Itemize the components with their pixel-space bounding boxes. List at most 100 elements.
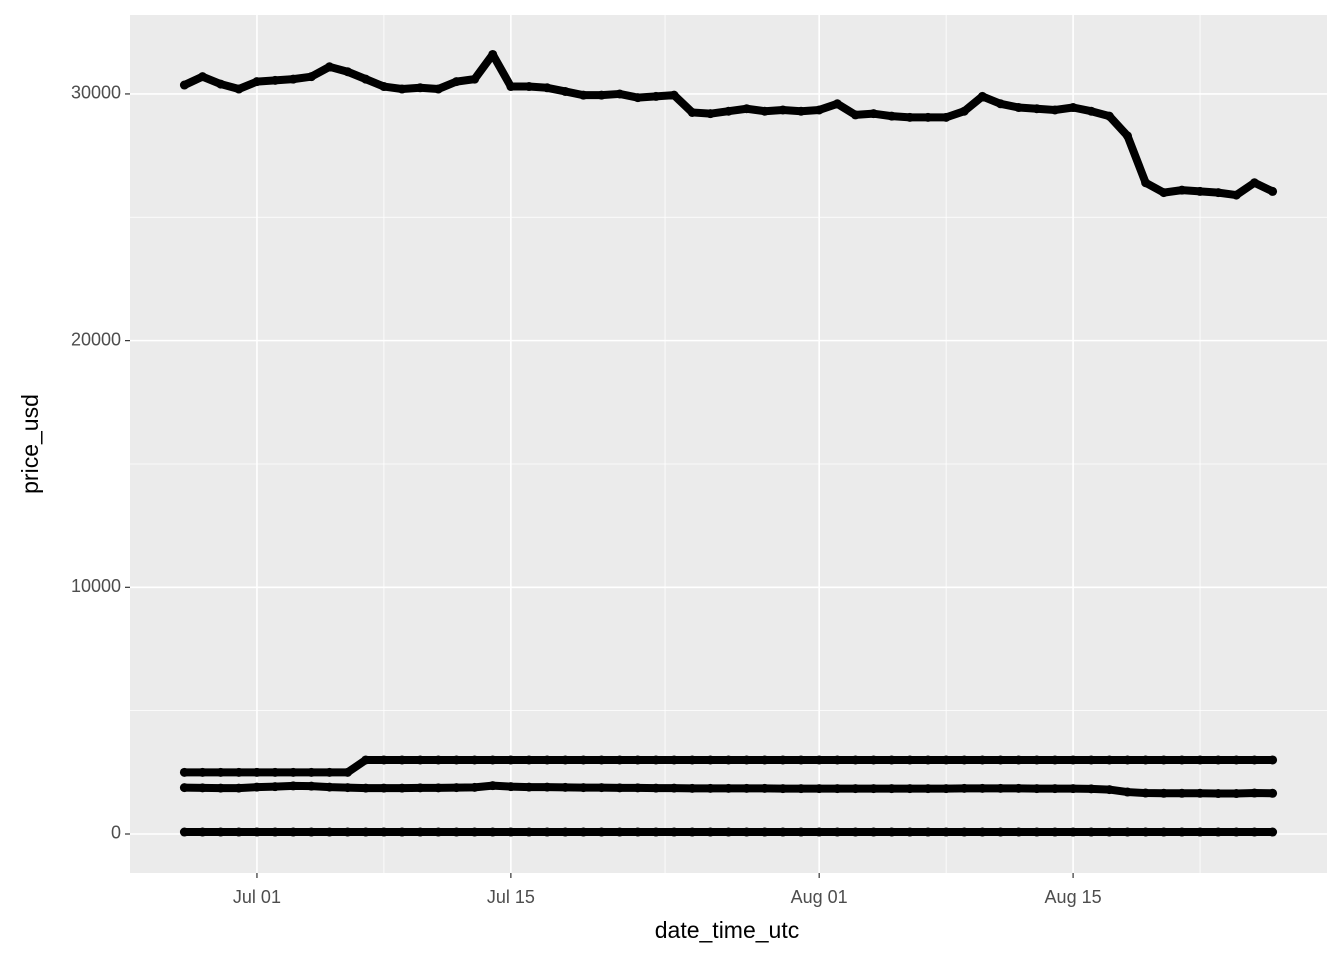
point	[1177, 788, 1187, 798]
point	[1159, 188, 1169, 198]
point	[1268, 186, 1278, 196]
point	[488, 49, 498, 59]
point	[1231, 755, 1241, 765]
point	[343, 827, 353, 837]
point	[379, 755, 389, 765]
point	[633, 783, 643, 793]
point	[1231, 190, 1241, 200]
point	[270, 75, 280, 85]
point	[742, 827, 752, 837]
point	[234, 783, 244, 793]
point	[941, 755, 951, 765]
point	[433, 783, 443, 793]
point	[1104, 111, 1114, 121]
point	[451, 783, 461, 793]
point	[361, 827, 371, 837]
point	[724, 755, 733, 765]
y-tick-label: 0	[111, 823, 121, 843]
point	[669, 783, 679, 793]
point	[288, 781, 298, 791]
point	[488, 827, 498, 837]
point	[597, 755, 607, 765]
point	[651, 783, 661, 793]
point	[1050, 755, 1060, 765]
point	[397, 84, 407, 94]
point	[633, 93, 643, 103]
point	[887, 111, 897, 121]
point	[1177, 755, 1187, 765]
point	[1159, 755, 1169, 765]
point	[361, 755, 371, 765]
point	[542, 827, 552, 837]
point	[288, 767, 298, 777]
point	[506, 827, 516, 837]
point	[415, 83, 425, 93]
y-tick-label: 30000	[71, 83, 121, 103]
point	[705, 783, 715, 793]
point	[415, 827, 425, 837]
point	[506, 782, 516, 792]
point	[1104, 755, 1114, 765]
point	[179, 827, 189, 837]
point	[977, 827, 987, 837]
point	[1141, 827, 1151, 837]
point	[433, 827, 443, 837]
point	[397, 783, 407, 793]
point	[198, 72, 208, 82]
point	[488, 781, 498, 791]
point	[669, 755, 679, 765]
point	[869, 784, 879, 794]
point	[560, 827, 570, 837]
point	[252, 77, 262, 87]
point	[560, 755, 570, 765]
point	[270, 767, 280, 777]
point	[1123, 131, 1132, 141]
point	[905, 755, 915, 765]
point	[977, 783, 987, 793]
point	[615, 783, 625, 793]
point	[760, 106, 770, 116]
x-tick-label: Aug 15	[1045, 887, 1102, 907]
point	[216, 783, 226, 793]
point	[1032, 104, 1042, 114]
point	[687, 107, 697, 117]
point	[869, 827, 879, 837]
point	[832, 99, 842, 109]
point	[1213, 789, 1223, 799]
point	[1195, 827, 1205, 837]
point	[397, 827, 407, 837]
point	[869, 755, 879, 765]
point	[850, 784, 860, 794]
point	[887, 755, 897, 765]
point	[397, 755, 407, 765]
point	[1213, 827, 1223, 837]
point	[361, 783, 371, 793]
point	[760, 783, 770, 793]
point	[742, 755, 752, 765]
point	[1195, 755, 1205, 765]
point	[651, 91, 661, 101]
point	[1268, 788, 1278, 798]
point	[524, 782, 534, 792]
point	[198, 827, 208, 837]
point	[1213, 755, 1223, 765]
point	[1104, 827, 1114, 837]
point	[1050, 105, 1060, 115]
point	[524, 755, 534, 765]
point	[850, 827, 860, 837]
point	[1123, 787, 1132, 797]
point	[433, 84, 443, 94]
point	[778, 755, 788, 765]
point	[578, 827, 588, 837]
point	[651, 827, 661, 837]
point	[742, 783, 752, 793]
point	[959, 106, 969, 116]
point	[1141, 788, 1151, 798]
point	[796, 106, 806, 116]
point	[198, 767, 208, 777]
point	[597, 827, 607, 837]
point	[959, 827, 969, 837]
point	[270, 782, 280, 792]
point	[179, 767, 189, 777]
point	[615, 89, 625, 99]
